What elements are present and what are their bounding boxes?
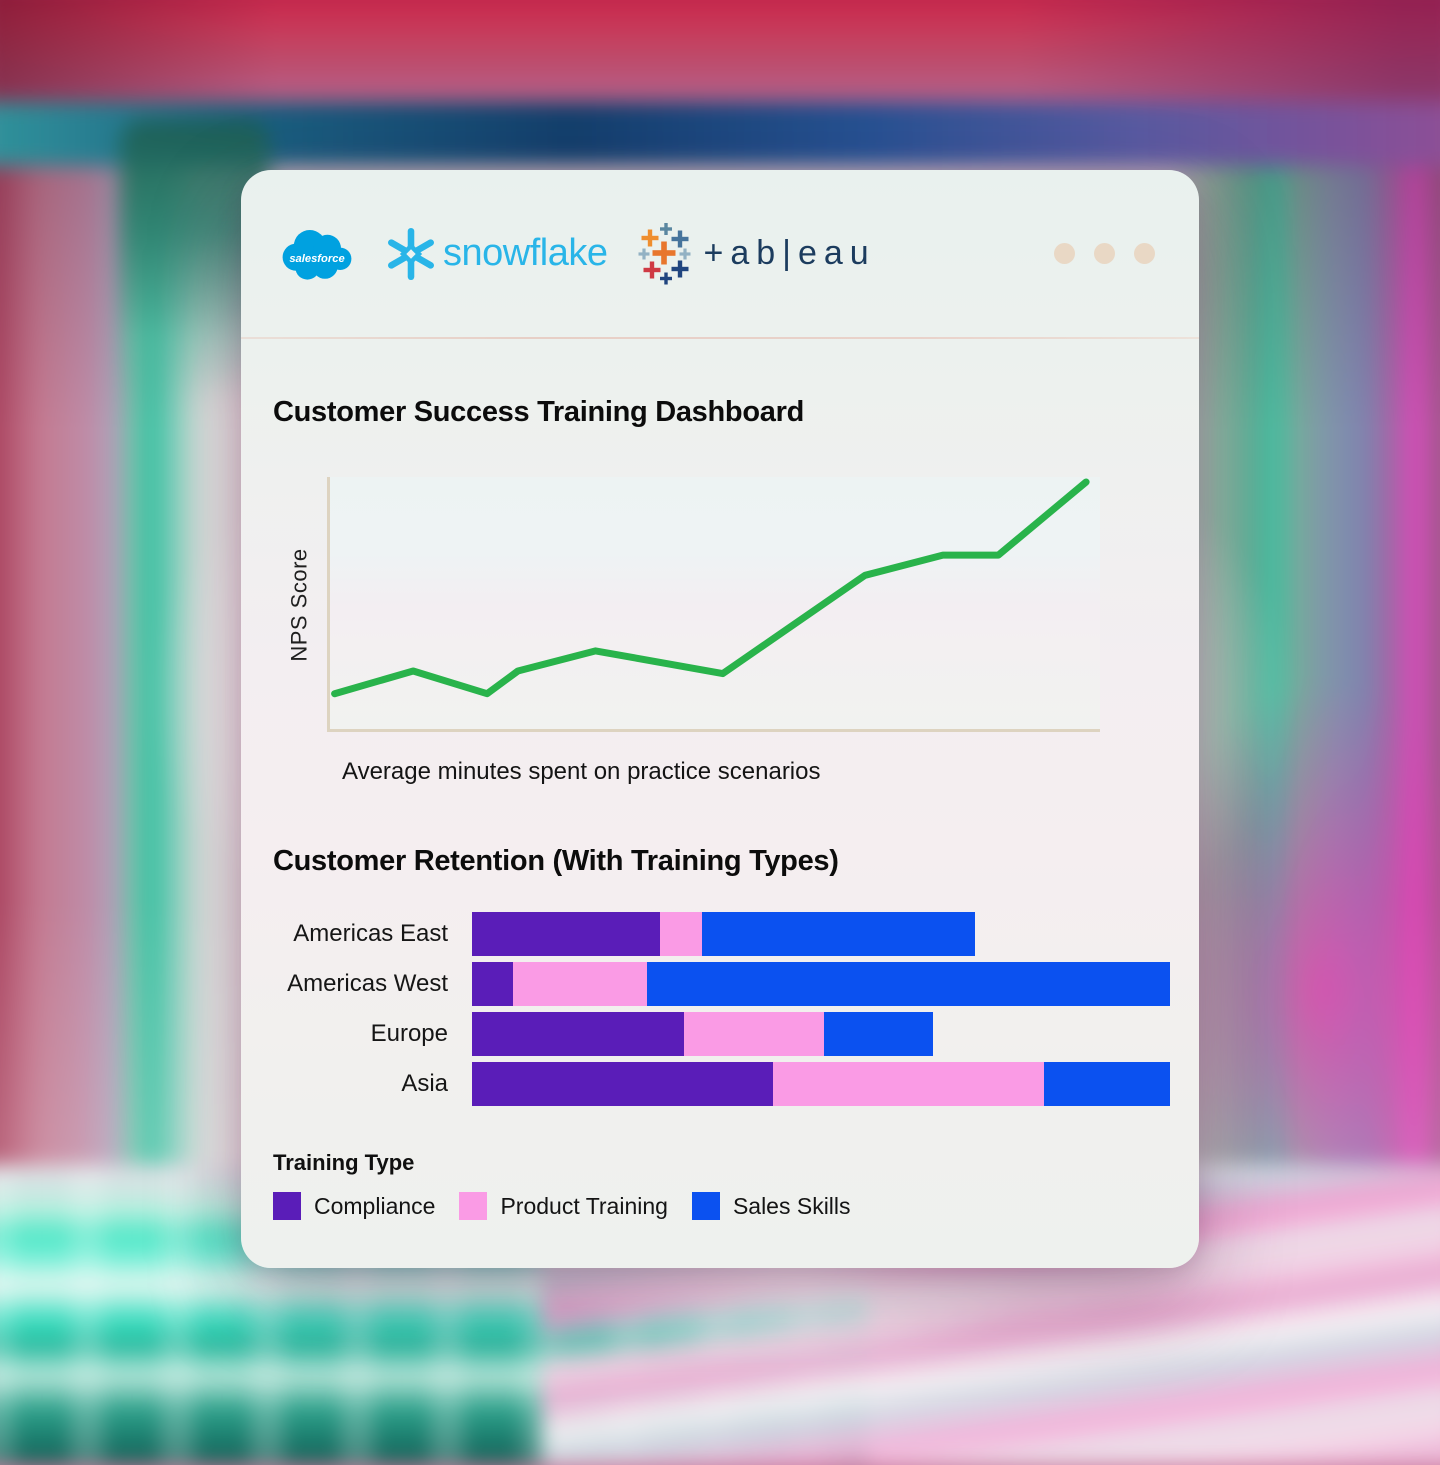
legend-item: Sales Skills [691,1192,851,1220]
bar-segment-product-training [684,1012,825,1056]
snowflake-icon [388,227,434,280]
dashboard-card: salesforce snowflake [241,170,1199,1268]
bar-segment-sales-skills [701,912,975,956]
card-body: Customer Success Training Dashboard NPS … [241,395,1199,1220]
nps-line-chart: NPS Score [273,477,1170,732]
bar-category-label: Americas West [287,970,448,997]
bar-category-label: Europe [370,1020,448,1047]
line-chart-plot-area [327,477,1100,732]
salesforce-logo: salesforce [277,223,357,285]
legend-swatch [273,1192,301,1220]
retention-bar-chart: Americas East Americas West Europe Asia [273,912,1170,1106]
legend-label: Product Training [500,1192,668,1219]
bar-track [472,1062,1170,1106]
nps-line-series [331,478,1090,698]
window-control-dot[interactable] [1054,243,1075,264]
bar-segment-sales-skills [647,962,1170,1006]
y-axis-label: NPS Score [287,547,313,662]
legend: Training Type Compliance Product Training… [273,1150,1170,1220]
tableau-icon [638,222,691,284]
legend-label: Sales Skills [732,1192,851,1219]
bar-segment-compliance [472,962,514,1006]
line-chart-title: Customer Success Training Dashboard [273,396,804,428]
bar-row: Asia [273,1062,1170,1106]
legend-title: Training Type [273,1150,415,1175]
bar-segment-product-training [772,1062,1044,1106]
header-divider [241,337,1199,339]
bar-row: Europe [273,1012,1170,1056]
window-control-dot[interactable] [1134,243,1155,264]
bar-row: Americas West [273,962,1170,1006]
legend-item: Product Training [459,1192,668,1220]
legend-swatch [459,1192,488,1220]
snowflake-wordmark: snowflake [443,232,608,274]
bar-category-label: Americas East [293,920,448,947]
legend-label: Compliance [314,1192,436,1219]
tableau-wordmark: +ab|eau [703,234,876,272]
bar-track [472,912,1170,956]
bar-segment-compliance [472,1062,773,1106]
y-axis-label-container: NPS Score [273,477,327,732]
x-axis-label: Average minutes spent on practice scenar… [342,758,821,785]
bar-category-label: Asia [401,1070,448,1097]
salesforce-wordmark: salesforce [289,253,344,265]
card-header: salesforce snowflake [241,170,1199,337]
bar-track [472,962,1170,1006]
legend-item: Compliance [273,1192,435,1220]
legend-swatch [691,1192,720,1220]
bar-segment-product-training [659,912,702,956]
bar-row: Americas East [273,912,1170,956]
bar-track [472,1012,1170,1056]
salesforce-cloud-icon: salesforce [282,229,352,280]
snowflake-logo: snowflake [383,226,608,282]
bar-segment-product-training [513,962,648,1006]
tableau-logo: +ab|eau [637,221,875,287]
bar-segment-sales-skills [824,1012,933,1056]
bar-segment-sales-skills [1043,1062,1170,1106]
window-controls [1054,243,1155,264]
bar-chart-title: Customer Retention (With Training Types) [273,845,839,877]
bar-segment-compliance [472,912,660,956]
window-control-dot[interactable] [1094,243,1115,264]
bar-segment-compliance [472,1012,685,1056]
legend-items: Compliance Product Training Sales Skills [273,1192,1170,1220]
